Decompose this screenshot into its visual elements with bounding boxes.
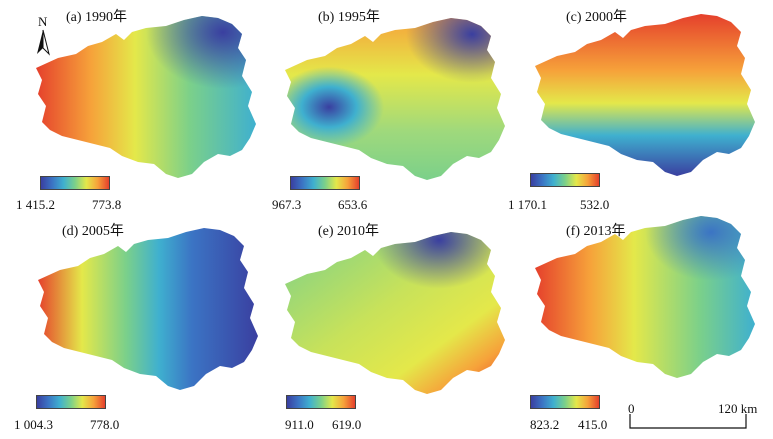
map-panel-c — [535, 14, 755, 176]
panel-f-label: (f) 2013年 — [566, 224, 626, 239]
map-panel-a — [36, 16, 256, 178]
legend-a-min: 773.8 — [92, 197, 122, 212]
legend-c-max: 1 170.1 — [508, 197, 547, 212]
legend-f-min: 415.0 — [578, 417, 608, 432]
svg-text:N: N — [38, 14, 48, 29]
legend-e-max: 911.0 — [285, 417, 314, 432]
scale-bar-end: 120 km — [718, 401, 758, 416]
legend-ramp-c — [530, 173, 600, 187]
legend-e-min: 619.0 — [332, 417, 362, 432]
map-panel-d — [38, 228, 258, 390]
scale-bar-line — [629, 414, 747, 429]
panel-d-label: (d) 2005年 — [62, 224, 124, 239]
panel-e-label: (e) 2010年 — [318, 224, 380, 239]
legend-ramp-d — [36, 395, 106, 409]
map-panel-f — [535, 216, 755, 378]
north-arrow-icon: N — [34, 14, 52, 64]
legend-d-max: 1 004.3 — [14, 417, 53, 432]
legend-ramp-e — [286, 395, 356, 409]
legend-d-min: 778.0 — [90, 417, 120, 432]
legend-a-max: 1 415.2 — [16, 197, 55, 212]
legend-ramp-a — [40, 176, 110, 190]
scale-bar: 0 120 km — [628, 398, 768, 439]
legend-b-max: 967.3 — [272, 197, 302, 212]
legend-b-min: 653.6 — [338, 197, 368, 212]
panel-b-label: (b) 1995年 — [318, 10, 380, 25]
panel-c-label: (c) 2000年 — [566, 10, 628, 25]
scale-bar-start: 0 — [628, 401, 635, 416]
legend-ramp-b — [290, 176, 360, 190]
legend-ramp-f — [530, 395, 600, 409]
map-panel-e — [285, 232, 505, 394]
panel-a-label: (a) 1990年 — [66, 10, 128, 25]
map-panel-b — [285, 18, 505, 180]
legend-c-min: 532.0 — [580, 197, 610, 212]
legend-f-max: 823.2 — [530, 417, 560, 432]
